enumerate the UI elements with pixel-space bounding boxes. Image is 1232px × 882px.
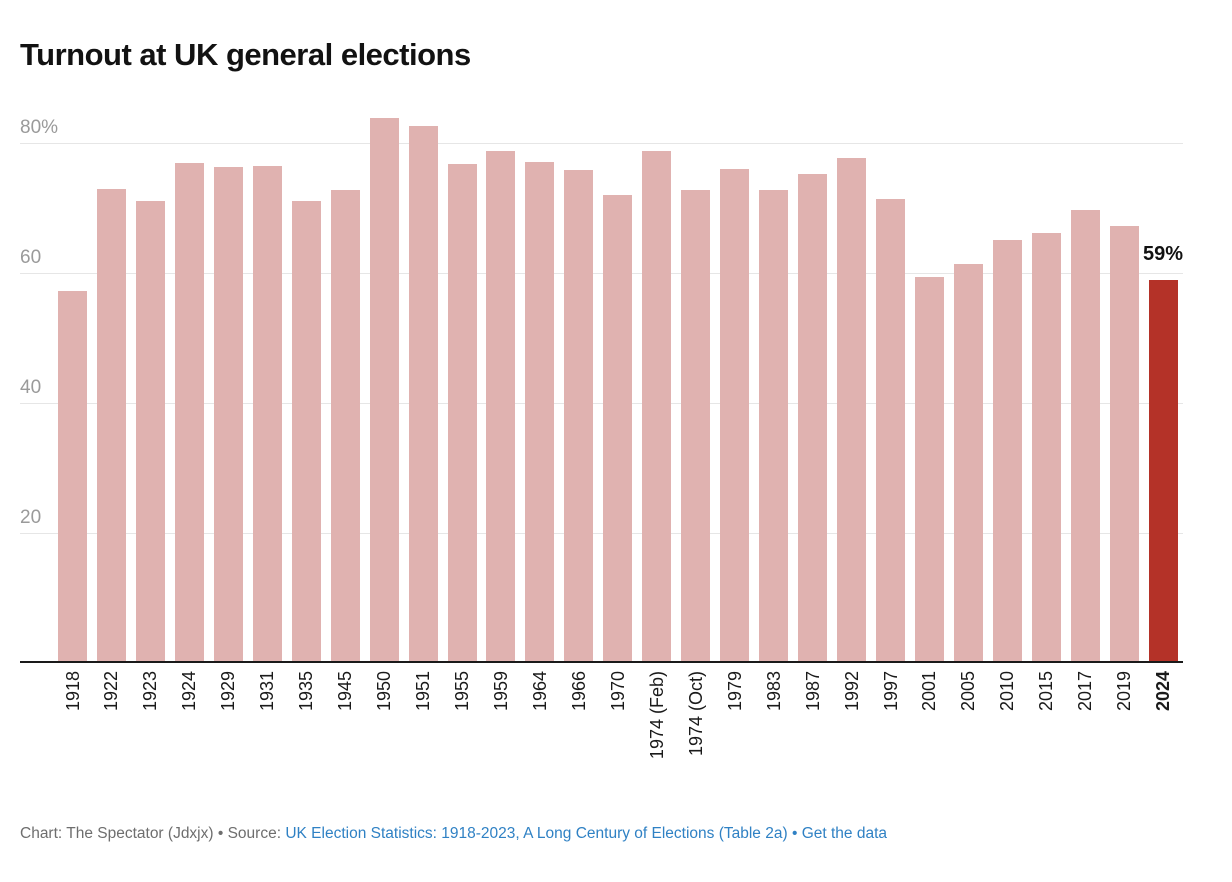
x-axis-label-1955: 1955	[452, 671, 473, 712]
bar-2015	[1031, 232, 1061, 663]
gridline-80	[20, 143, 1183, 144]
bar-1964	[525, 161, 555, 663]
gridline-60	[20, 273, 1183, 274]
bar-1979	[720, 169, 750, 663]
x-axis-label-1979: 1979	[724, 671, 745, 712]
bar-1974-feb-	[642, 150, 672, 663]
footer-credit: Chart: The Spectator (Jdxjx)	[20, 825, 214, 842]
bar-2019	[1109, 225, 1139, 663]
x-axis-label-2005: 2005	[958, 671, 979, 712]
x-axis-label-1974-feb-: 1974 (Feb)	[646, 671, 667, 760]
bar-1951	[408, 126, 438, 663]
bar-2024	[1148, 279, 1178, 663]
bar-1923	[135, 200, 165, 663]
x-axis-label-1951: 1951	[413, 671, 434, 712]
x-axis-label-1950: 1950	[374, 671, 395, 712]
x-axis-label-2017: 2017	[1075, 671, 1096, 712]
y-tick-label-40: 40	[20, 377, 42, 398]
x-axis-label-2001: 2001	[919, 671, 940, 712]
bar-1959	[486, 151, 516, 663]
bar-1918	[58, 291, 87, 663]
bar-1983	[759, 190, 789, 663]
bar-2010	[992, 239, 1022, 663]
bar-2001	[914, 276, 944, 663]
bar-1935	[291, 200, 321, 663]
gridline-20	[20, 533, 1183, 534]
footer-separator-1: •	[213, 825, 228, 842]
bar-1931	[252, 166, 282, 663]
source-link[interactable]: UK Election Statistics: 1918-2023, A Lon…	[285, 825, 788, 842]
x-axis-label-1918: 1918	[62, 671, 83, 712]
bar-1997	[876, 198, 906, 663]
x-axis-label-2024: 2024	[1153, 671, 1174, 712]
x-axis-label-1964: 1964	[529, 671, 550, 712]
x-axis-label-1970: 1970	[607, 671, 628, 712]
bar-2005	[953, 263, 983, 663]
highlight-value-label: 59%	[1142, 243, 1183, 265]
x-axis-label-2015: 2015	[1036, 671, 1057, 712]
x-axis-label-1997: 1997	[880, 671, 901, 712]
page-title: Turnout at UK general elections	[20, 36, 471, 72]
x-axis-label-1987: 1987	[802, 671, 823, 712]
bar-1929	[213, 167, 243, 663]
x-axis-label-2019: 2019	[1114, 671, 1135, 712]
x-axis-label-1966: 1966	[568, 671, 589, 712]
x-axis-label-1924: 1924	[179, 671, 200, 712]
x-axis-label-2010: 2010	[997, 671, 1018, 712]
x-axis-label-1923: 1923	[140, 671, 161, 712]
bar-1974-oct-	[681, 189, 711, 663]
gridline-40	[20, 403, 1183, 404]
bar-1922	[96, 188, 126, 663]
get-the-data-link[interactable]: Get the data	[801, 825, 887, 842]
bar-1924	[174, 162, 204, 663]
x-axis-label-1935: 1935	[296, 671, 317, 712]
footer-source-label: Source:	[227, 825, 286, 842]
footer: Chart: The Spectator (Jdxjx) • Source: U…	[20, 824, 887, 844]
bar-1945	[330, 189, 360, 663]
bar-1955	[447, 163, 477, 663]
x-axis-label-1945: 1945	[335, 671, 356, 712]
x-axis-label-1974-oct-: 1974 (Oct)	[685, 671, 706, 757]
y-tick-label-80: 80%	[20, 117, 59, 138]
bar-1950	[369, 117, 399, 663]
x-axis-labels: 1918 1922 1923 1924 1929 1931 1935 1945 1950 1951…	[58, 671, 1178, 759]
x-axis-label-1929: 1929	[218, 671, 239, 712]
x-axis-label-1922: 1922	[101, 671, 122, 712]
footer-separator-2: •	[787, 825, 802, 842]
bar-1992	[837, 157, 867, 663]
bar-2017	[1070, 209, 1100, 663]
bar-1987	[798, 173, 828, 663]
bars-row	[58, 100, 1178, 663]
x-axis-baseline	[20, 661, 1183, 663]
x-axis-label-1992: 1992	[841, 671, 862, 712]
bar-1970	[603, 195, 633, 663]
bar-1966	[564, 170, 594, 663]
x-axis-label-1931: 1931	[257, 671, 278, 712]
x-axis-label-1983: 1983	[763, 671, 784, 712]
y-tick-label-60: 60	[20, 247, 42, 268]
x-axis-label-1959: 1959	[490, 671, 511, 712]
y-tick-label-20: 20	[20, 507, 42, 528]
